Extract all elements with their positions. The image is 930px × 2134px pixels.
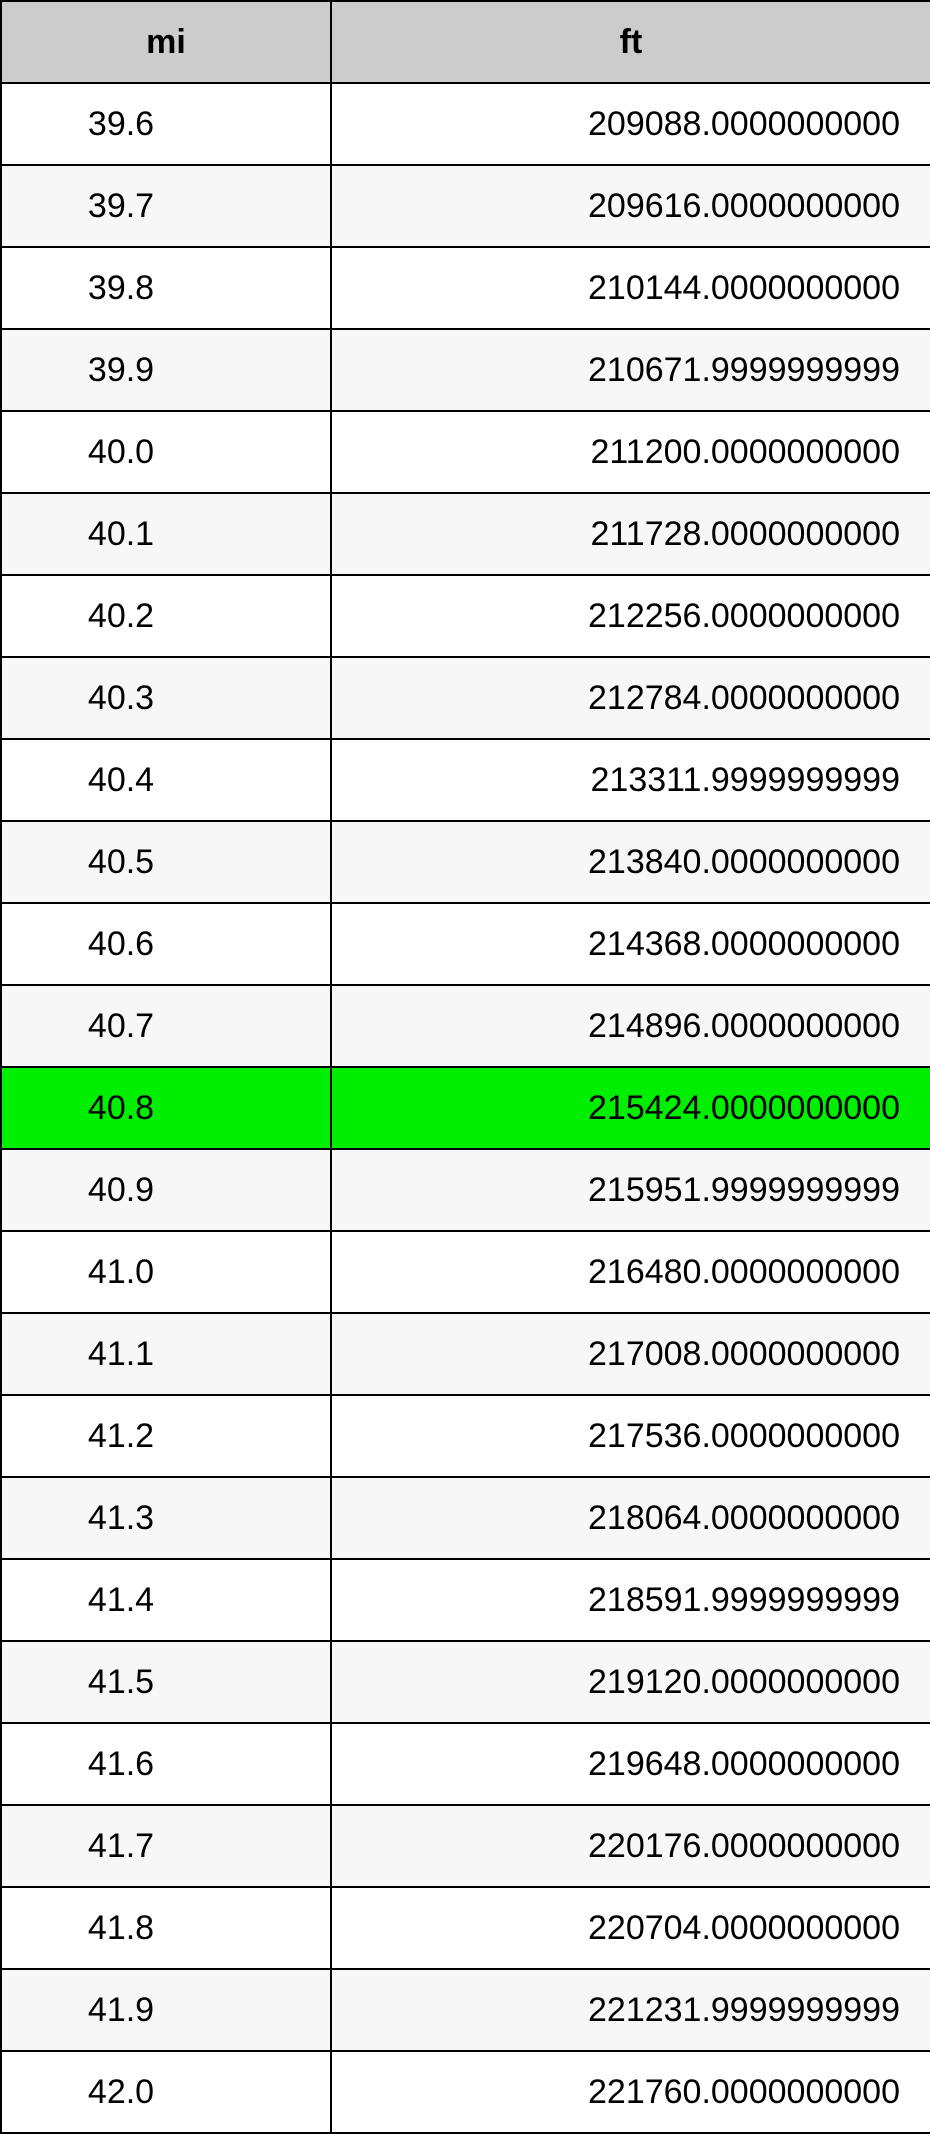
mi-cell: 40.8: [1, 1067, 331, 1149]
table-row: 40.8215424.0000000000: [1, 1067, 930, 1149]
mi-cell: 41.1: [1, 1313, 331, 1395]
mi-cell: 41.3: [1, 1477, 331, 1559]
ft-cell: 213311.9999999999: [331, 739, 930, 821]
ft-cell: 209088.0000000000: [331, 83, 930, 165]
mi-cell: 41.4: [1, 1559, 331, 1641]
ft-cell: 217536.0000000000: [331, 1395, 930, 1477]
ft-cell: 211728.0000000000: [331, 493, 930, 575]
table-row: 41.4218591.9999999999: [1, 1559, 930, 1641]
mi-cell: 40.3: [1, 657, 331, 739]
ft-cell: 215951.9999999999: [331, 1149, 930, 1231]
mi-cell: 41.9: [1, 1969, 331, 2051]
mi-cell: 41.7: [1, 1805, 331, 1887]
table-row: 40.4213311.9999999999: [1, 739, 930, 821]
mi-cell: 39.8: [1, 247, 331, 329]
table-row: 41.6219648.0000000000: [1, 1723, 930, 1805]
table-row: 40.5213840.0000000000: [1, 821, 930, 903]
ft-cell: 218591.9999999999: [331, 1559, 930, 1641]
mi-cell: 41.8: [1, 1887, 331, 1969]
ft-cell: 211200.0000000000: [331, 411, 930, 493]
mi-cell: 39.6: [1, 83, 331, 165]
table-row: 41.5219120.0000000000: [1, 1641, 930, 1723]
mi-cell: 40.6: [1, 903, 331, 985]
table-row: 39.9210671.9999999999: [1, 329, 930, 411]
table-row: 41.2217536.0000000000: [1, 1395, 930, 1477]
ft-cell: 220176.0000000000: [331, 1805, 930, 1887]
mi-cell: 39.9: [1, 329, 331, 411]
mi-cell: 40.1: [1, 493, 331, 575]
mi-cell: 40.7: [1, 985, 331, 1067]
table-body: 39.6209088.000000000039.7209616.00000000…: [1, 83, 930, 2133]
table-row: 39.8210144.0000000000: [1, 247, 930, 329]
ft-cell: 220704.0000000000: [331, 1887, 930, 1969]
table-row: 41.9221231.9999999999: [1, 1969, 930, 2051]
ft-cell: 217008.0000000000: [331, 1313, 930, 1395]
mi-cell: 41.0: [1, 1231, 331, 1313]
mi-cell: 39.7: [1, 165, 331, 247]
ft-cell: 219648.0000000000: [331, 1723, 930, 1805]
table-row: 39.6209088.0000000000: [1, 83, 930, 165]
mi-cell: 40.9: [1, 1149, 331, 1231]
ft-cell: 219120.0000000000: [331, 1641, 930, 1723]
table-row: 41.1217008.0000000000: [1, 1313, 930, 1395]
table-row: 40.3212784.0000000000: [1, 657, 930, 739]
ft-cell: 221231.9999999999: [331, 1969, 930, 2051]
ft-cell: 212784.0000000000: [331, 657, 930, 739]
mi-cell: 41.6: [1, 1723, 331, 1805]
table-row: 40.9215951.9999999999: [1, 1149, 930, 1231]
mi-cell: 41.2: [1, 1395, 331, 1477]
mi-cell: 42.0: [1, 2051, 331, 2133]
mi-cell: 40.0: [1, 411, 331, 493]
table-row: 40.2212256.0000000000: [1, 575, 930, 657]
ft-cell: 216480.0000000000: [331, 1231, 930, 1313]
ft-cell: 210144.0000000000: [331, 247, 930, 329]
column-header-ft: ft: [331, 1, 930, 83]
table-row: 40.1211728.0000000000: [1, 493, 930, 575]
table-row: 41.7220176.0000000000: [1, 1805, 930, 1887]
mi-cell: 41.5: [1, 1641, 331, 1723]
ft-cell: 218064.0000000000: [331, 1477, 930, 1559]
ft-cell: 213840.0000000000: [331, 821, 930, 903]
ft-cell: 214896.0000000000: [331, 985, 930, 1067]
table-row: 42.0221760.0000000000: [1, 2051, 930, 2133]
table-row: 41.8220704.0000000000: [1, 1887, 930, 1969]
table-row: 39.7209616.0000000000: [1, 165, 930, 247]
mi-cell: 40.2: [1, 575, 331, 657]
ft-cell: 209616.0000000000: [331, 165, 930, 247]
ft-cell: 214368.0000000000: [331, 903, 930, 985]
ft-cell: 210671.9999999999: [331, 329, 930, 411]
table-header-row: mi ft: [1, 1, 930, 83]
ft-cell: 212256.0000000000: [331, 575, 930, 657]
conversion-table: mi ft 39.6209088.000000000039.7209616.00…: [0, 0, 930, 2134]
ft-cell: 215424.0000000000: [331, 1067, 930, 1149]
table-row: 41.3218064.0000000000: [1, 1477, 930, 1559]
table-row: 41.0216480.0000000000: [1, 1231, 930, 1313]
column-header-mi: mi: [1, 1, 331, 83]
mi-cell: 40.5: [1, 821, 331, 903]
mi-cell: 40.4: [1, 739, 331, 821]
table-row: 40.7214896.0000000000: [1, 985, 930, 1067]
ft-cell: 221760.0000000000: [331, 2051, 930, 2133]
table-row: 40.6214368.0000000000: [1, 903, 930, 985]
table-row: 40.0211200.0000000000: [1, 411, 930, 493]
